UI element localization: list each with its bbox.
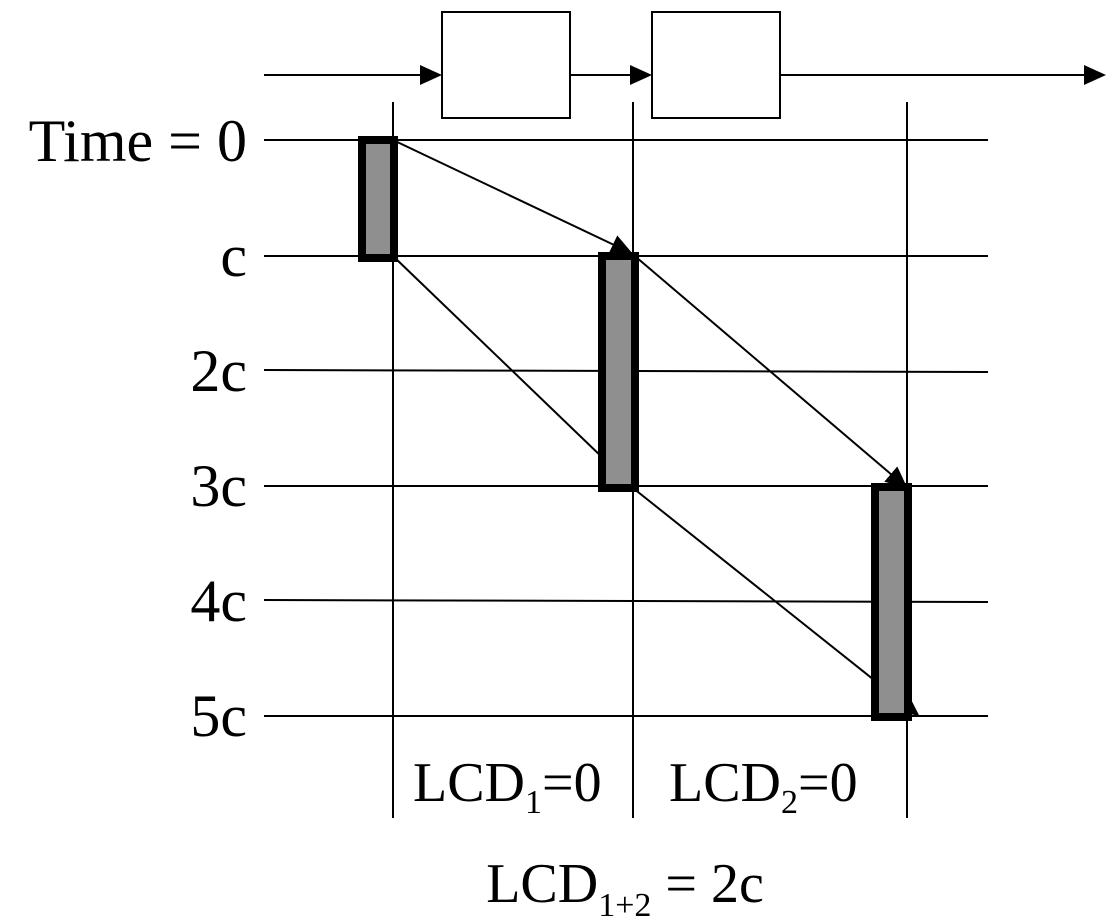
stage-bars	[358, 136, 912, 721]
pipeline	[264, 11, 1106, 119]
time-label-2: 2c	[190, 338, 247, 404]
segment-label-1-sub: 1	[525, 784, 542, 821]
pipeline-stage-2-box	[651, 11, 781, 119]
transfer-arrow-early-1	[392, 139, 633, 254]
transfer-arrow-late-1	[392, 255, 633, 487]
segment-label-2-sub: 2	[781, 784, 798, 821]
segment-label-2: LCD2=0	[669, 752, 858, 821]
pipeline-stage-1-box	[441, 11, 571, 119]
stage-bar-0	[358, 136, 398, 262]
time-label-3: 3c	[190, 453, 247, 519]
segment-label-1-base: LCD	[413, 752, 525, 814]
total-label-base: LCD	[486, 853, 598, 915]
time-label-5: 5c	[190, 683, 247, 749]
segment-label-1-rest: =0	[542, 752, 602, 814]
transfer-arrow-early-2	[635, 256, 908, 489]
total-label: LCD1+2 = 2c	[486, 853, 764, 923]
total-label-rest: = 2c	[651, 853, 763, 915]
time-label-4: 4c	[190, 568, 247, 634]
total-label-sub: 1+2	[598, 887, 651, 923]
stage-bar-1	[598, 252, 639, 492]
segment-label-1: LCD1=0	[413, 752, 602, 821]
stage-bar-2	[871, 483, 912, 721]
time-label-1: c	[220, 223, 247, 289]
segment-label-2-base: LCD	[669, 752, 781, 814]
transfer-arrow-late-2	[632, 487, 920, 717]
time-line-4	[263, 599, 989, 603]
time-labels: Time = 0 c 2c 3c 4c 5c	[29, 108, 247, 749]
transfer-arrows	[392, 139, 920, 717]
boundaries	[392, 102, 908, 818]
time-label-0: Time = 0	[29, 108, 247, 174]
segment-label-2-rest: =0	[798, 752, 858, 814]
